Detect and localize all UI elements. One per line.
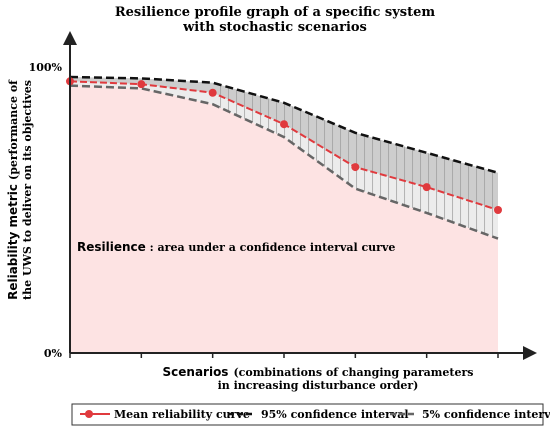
legend-95-label: 95% confidence interval [261,408,409,421]
y-axis-label-main: Reliability metric [6,184,20,300]
legend-5-label: 5% confidence interval [422,408,550,421]
x-axis-label-main: Scenarios [163,365,229,379]
chart-areas [70,77,498,353]
x-axis-label-line2: in increasing disturbance order) [218,379,419,392]
mean-point [494,206,502,214]
x-axis-label: Scenarios (combinations of changing param… [163,365,474,379]
legend-box [71,403,544,426]
series-line-5-percent [69,84,499,240]
mean-point [351,163,360,172]
resilience-annotation: Resilience : area under a confidence int… [77,240,395,254]
y-tick-label-0: 0% [44,347,63,360]
resilience-area [70,85,498,353]
y-axis-label: Reliability metric (performance of [6,79,20,300]
x-axis-label-paren: (combinations of changing parameters [233,366,473,379]
y-axis-label-line2: the UWS to deliver on its objectives [21,80,34,300]
mean-point [137,80,146,89]
mean-point [208,88,217,97]
series-line-95-percent [69,75,499,175]
x-ticks [69,352,499,358]
mean-point [280,120,288,129]
y-axis-label-paren: (performance of [7,79,20,180]
annotation-bold: Resilience [77,240,146,254]
legend-mean-marker [85,410,93,418]
chart-subtitle: with stochastic scenarios [182,20,367,35]
legend-item-5: 5% confidence interval [390,408,550,421]
confidence-band-hatching [220,84,494,237]
legend-mean-label: Mean reliability curve [114,408,250,421]
y-tick-label-100: 100% [29,61,63,74]
chart-title: Resilience profile graph of a specific s… [115,5,436,20]
legend: Mean reliability curve 95% confidence in… [71,403,550,426]
annotation-text: : area under a confidence interval curve [146,241,396,254]
legend-item-mean: Mean reliability curve [80,408,250,421]
legend-item-95: 95% confidence interval [228,408,409,421]
lower-confidence-band [70,81,498,239]
mean-point [422,183,431,192]
